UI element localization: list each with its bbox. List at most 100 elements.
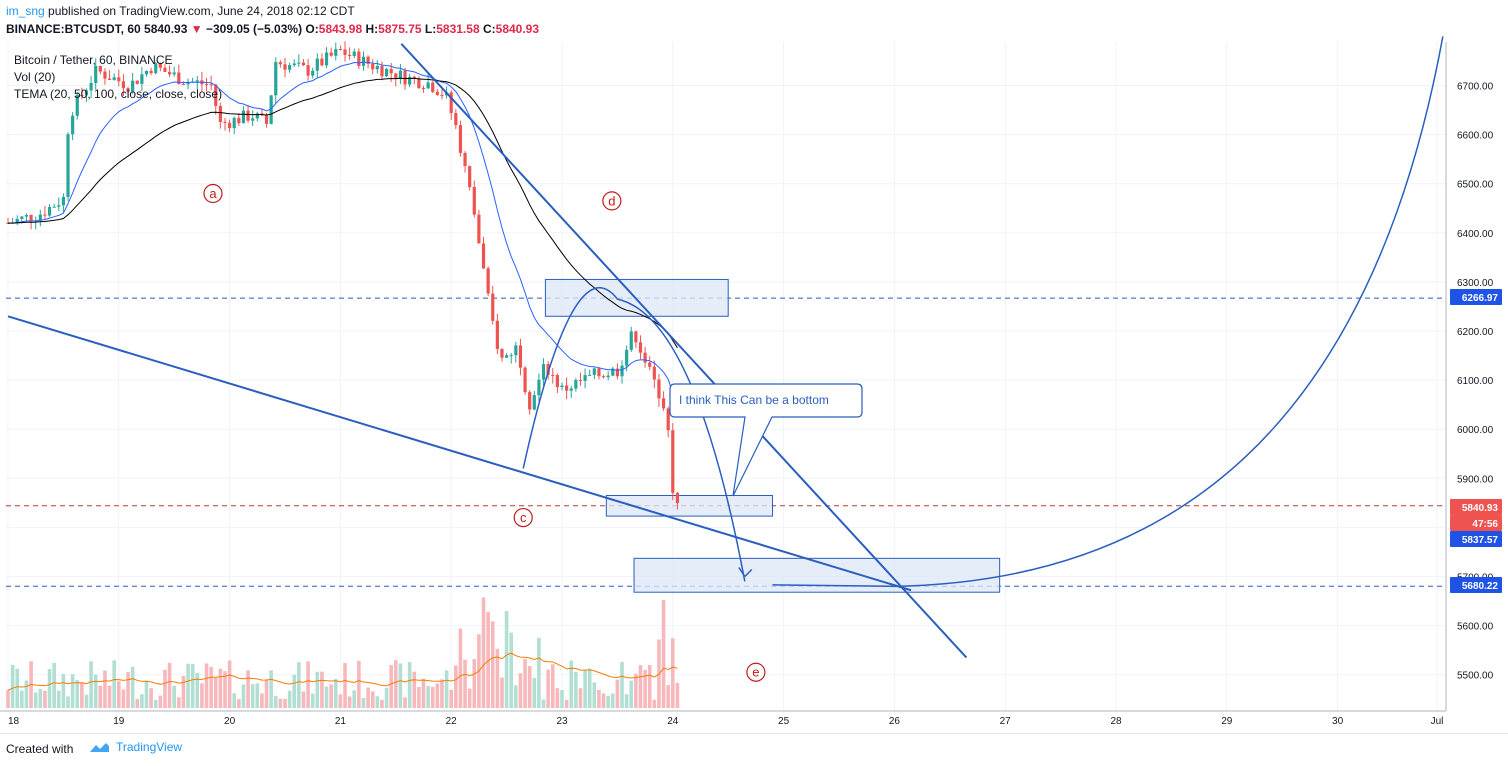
candle-body: [661, 398, 666, 409]
tradingview-brand-text: TradingView: [116, 740, 183, 754]
candle-body: [486, 268, 490, 294]
low-label: L:: [424, 22, 437, 36]
author-link[interactable]: im_sng: [6, 4, 45, 18]
price-tick-label: 5900.00: [1457, 474, 1494, 485]
ohlc-line: BINANCE:BTCUSDT, 60 5840.93 ▼ −309.05 (−…: [6, 22, 539, 36]
candle-body: [52, 206, 56, 208]
grid: [6, 42, 1446, 711]
volume-bar: [329, 684, 333, 708]
volume-bar: [121, 689, 126, 708]
volume-bar: [324, 686, 329, 708]
volume-bar: [357, 660, 361, 708]
symbol-label: BINANCE:BTCUSDT, 60: [6, 22, 141, 36]
plot-area[interactable]: [6, 42, 1446, 711]
volume-bar: [126, 672, 130, 708]
volume-bar: [467, 688, 472, 708]
footer: Created with TradingView: [0, 733, 1508, 766]
volume-bar: [315, 671, 320, 708]
price-chart[interactable]: a c d e I think This Can be a bottom Bitcoi…: [0, 0, 1508, 733]
candle-body: [343, 49, 347, 55]
open-label: O:: [305, 22, 319, 36]
candle-body: [131, 80, 135, 92]
volume-bar: [320, 671, 324, 708]
time-tick-label: Jul: [1431, 716, 1444, 727]
price-tick-label: 6300.00: [1457, 278, 1494, 289]
time-tick-label: 23: [556, 716, 568, 727]
candle-body: [241, 110, 246, 124]
publish-info: im_sng published on TradingView.com, Jun…: [6, 4, 355, 18]
volume-bar: [610, 693, 615, 708]
volume-bar: [403, 697, 407, 708]
candle-body: [606, 375, 610, 378]
candle-body: [15, 218, 19, 223]
candle-body: [468, 166, 472, 188]
candle-body: [274, 62, 278, 96]
volume-bar: [366, 687, 370, 708]
volume-bar: [481, 597, 486, 708]
time-axis[interactable]: [0, 711, 1508, 733]
candle-body: [537, 379, 541, 396]
candle-body: [163, 67, 167, 72]
candle-body: [126, 88, 130, 92]
time-tick-label: 20: [224, 716, 236, 727]
candle-body: [47, 206, 52, 216]
candle-body: [449, 92, 453, 114]
candle-body: [394, 73, 398, 79]
legend: Bitcoin / Tether, 60, BINANCE Vol (20) T…: [14, 53, 222, 101]
volume-bar: [269, 670, 273, 708]
price-axis[interactable]: [1446, 42, 1508, 711]
volume-bar: [301, 691, 306, 708]
candle-body: [601, 376, 606, 378]
candle-body: [666, 408, 670, 431]
candle-body: [38, 214, 42, 221]
candle-body: [472, 187, 476, 215]
candle-body: [71, 115, 75, 135]
volume-bar: [93, 674, 98, 708]
candle-body: [366, 56, 370, 64]
volume-bar: [10, 664, 15, 708]
volume-bar: [569, 660, 574, 708]
price-tick-label: 6400.00: [1457, 229, 1494, 240]
price-badge: [1450, 577, 1502, 593]
volume-bar: [89, 661, 93, 708]
candle-body: [555, 375, 559, 388]
candle-body: [278, 62, 282, 65]
candle-body: [204, 84, 209, 86]
price-change: −309.05 (−5.03%): [206, 22, 303, 36]
tradingview-link[interactable]: TradingView: [88, 740, 182, 754]
candle-body: [435, 91, 439, 95]
candle-body: [532, 395, 536, 410]
price-tick-label: 5500.00: [1457, 671, 1494, 682]
close-value: 5840.93: [495, 22, 540, 36]
candle-body: [292, 63, 296, 66]
candle-body: [625, 349, 629, 366]
callout-text: I think This Can be a bottom: [679, 393, 829, 407]
candle-body: [398, 70, 403, 79]
volume-bar: [80, 682, 84, 708]
candle-body: [288, 65, 292, 70]
volume-bar: [209, 666, 213, 708]
wave-labels: a c d e: [203, 183, 766, 682]
volume-bar: [135, 699, 140, 708]
wave-label-circle: [746, 662, 766, 682]
candle-body: [408, 76, 412, 85]
time-tick-label: 27: [1000, 716, 1012, 727]
volume-bar: [246, 670, 250, 708]
price-badge: [1450, 531, 1502, 547]
volume-bar: [20, 690, 24, 708]
volume-bar: [6, 690, 10, 708]
volume-bar: [504, 611, 509, 708]
candle-body: [334, 49, 338, 56]
volume-bar: [518, 673, 523, 708]
publish-text: published on TradingView.com, June 24, 2…: [48, 4, 355, 18]
time-tick-label: 26: [889, 716, 901, 727]
volume-bar: [144, 680, 149, 708]
candle-body: [518, 345, 523, 368]
volume-bar: [287, 690, 292, 708]
volume-bar: [15, 668, 20, 708]
wave-arc-line: [522, 287, 746, 582]
volume-bar: [310, 693, 315, 708]
candle-body: [440, 94, 444, 96]
candle-body: [541, 364, 546, 380]
zone-box: [544, 278, 729, 317]
